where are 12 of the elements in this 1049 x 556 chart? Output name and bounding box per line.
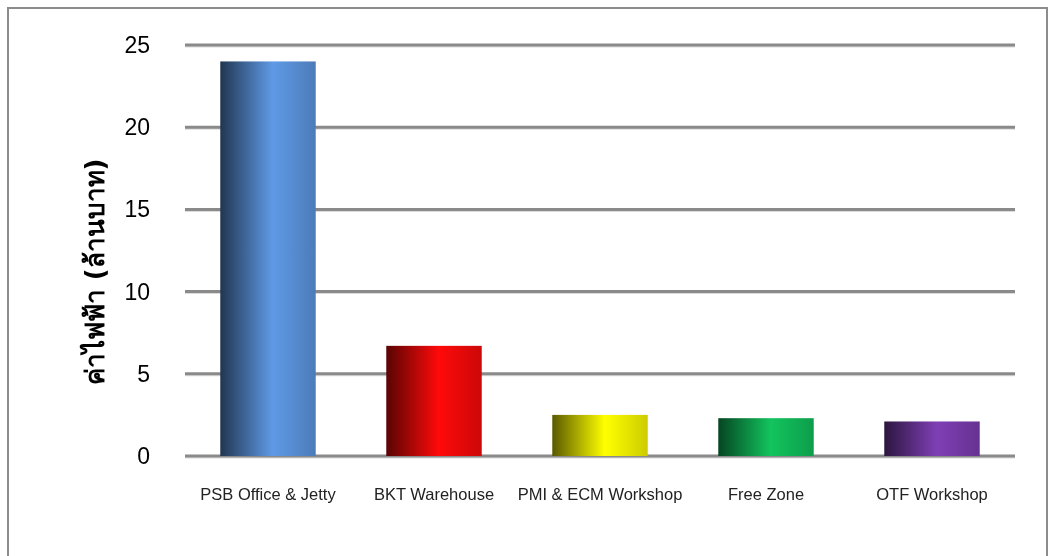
y-tick-label: 20 (124, 114, 150, 141)
y-tick-label: 0 (137, 443, 150, 469)
y-tick-label: 15 (124, 196, 150, 223)
x-tick-label: PSB Office & Jetty (200, 485, 337, 503)
x-tick-label: BKT Warehouse (373, 485, 495, 503)
y-tick-label: 10 (124, 278, 150, 305)
y-axis-title: ค่าไฟฟ้า (ล้านบาท) (79, 158, 110, 386)
x-tick-label: OTF Workshop (876, 485, 988, 503)
x-tick-label: PMI & ECM Workshop (517, 485, 683, 503)
y-tick-label: 25 (124, 32, 150, 58)
y-tick-label: 5 (137, 360, 150, 387)
x-tick-label: Free Zone (727, 485, 805, 503)
